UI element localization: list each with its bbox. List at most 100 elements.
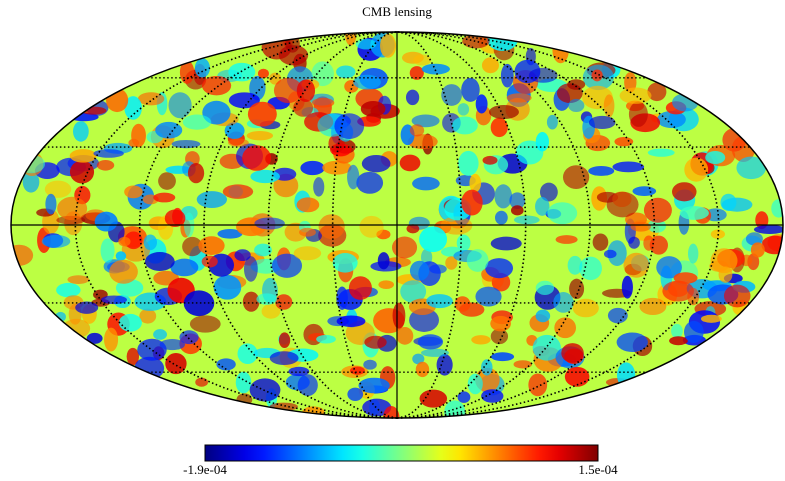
texture-blob [546, 114, 558, 130]
texture-blob [22, 171, 40, 193]
texture-blob [194, 58, 210, 78]
texture-blob [222, 184, 254, 199]
texture-blob [750, 242, 765, 258]
texture-blob [242, 291, 260, 312]
texture-blob [568, 98, 585, 113]
texture-blob [201, 255, 218, 268]
texture-blob [510, 205, 524, 216]
texture-blob [189, 315, 221, 333]
texture-blob [495, 210, 508, 225]
texture-blob [278, 332, 291, 349]
texture-blob [591, 69, 603, 82]
texture-blob [687, 243, 699, 264]
texture-blob [720, 193, 737, 211]
texture-blob [603, 94, 615, 118]
texture-blob [471, 335, 491, 345]
texture-blob [409, 124, 425, 137]
texture-blob [399, 154, 421, 172]
texture-blob [316, 334, 336, 344]
texture-blob [57, 196, 88, 221]
texture-blob [535, 197, 550, 216]
texture-blob [456, 234, 471, 252]
texture-blob [454, 296, 471, 312]
texture-blob [364, 335, 387, 349]
texture-blob [293, 98, 314, 117]
texture-blob [273, 77, 303, 104]
texture-blob [679, 206, 709, 220]
texture-blob [235, 371, 252, 394]
texture-blob [411, 114, 440, 128]
texture-blob [153, 192, 176, 203]
graticule [11, 31, 783, 419]
texture-blob [753, 224, 783, 234]
texture-blob [475, 94, 488, 114]
texture-blob [643, 197, 672, 223]
texture-blob [144, 251, 175, 271]
texture-blob [412, 353, 425, 365]
texture-blob [452, 116, 478, 135]
texture-blob [242, 145, 272, 171]
texture-blob [355, 38, 377, 50]
texture-blob [603, 249, 617, 259]
texture-blob [628, 101, 648, 127]
texture-blob [285, 34, 300, 53]
texture-blob [736, 156, 767, 180]
texture-blob [100, 295, 128, 305]
texture-blob [170, 258, 199, 277]
texture-blob [201, 75, 232, 96]
colorbar [204, 444, 599, 462]
texture-blob [318, 214, 345, 240]
texture-blob [481, 389, 504, 403]
texture-blob [684, 320, 704, 343]
texture-blob [458, 150, 479, 176]
texture-blob [139, 308, 157, 324]
texture-blob [421, 63, 450, 75]
texture-blob [467, 373, 483, 395]
texture-blob [612, 161, 645, 173]
texture-blob [481, 57, 499, 74]
texture-blob [445, 256, 458, 270]
texture-blob [564, 366, 590, 387]
texture-blob [539, 182, 558, 202]
texture-blob [409, 260, 430, 281]
texture-blob [513, 215, 540, 225]
texture-blob [67, 275, 90, 284]
texture-blob [347, 387, 364, 401]
texture-blob [126, 347, 140, 366]
texture-blob [469, 173, 482, 193]
texture-blob [93, 149, 124, 158]
texture-blob [300, 160, 325, 176]
texture-blob [115, 251, 127, 261]
texture-blob [718, 266, 733, 283]
texture-blob [488, 105, 519, 120]
texture-blob [118, 313, 142, 332]
texture-blob [745, 232, 763, 246]
texture-blob [153, 329, 167, 340]
colorbar-tick-label: -1.9e-04 [183, 462, 227, 477]
texture-blob [216, 358, 236, 371]
texture-blob [457, 391, 471, 403]
texture-blob [256, 293, 278, 305]
texture-blob [535, 131, 550, 152]
texture-blob [461, 77, 480, 102]
texture-blob [415, 361, 430, 378]
texture-blob [632, 186, 657, 197]
texture-blob [562, 165, 590, 190]
texture-blob [513, 360, 532, 369]
texture-blob [547, 202, 578, 225]
texture-blob [588, 166, 615, 176]
texture-blob [359, 215, 384, 238]
texture-blob [348, 276, 372, 300]
texture-blob [506, 93, 532, 103]
texture-blob [490, 352, 515, 362]
texture-blob [392, 236, 418, 259]
texture-blob [396, 326, 414, 345]
texture-blob [569, 278, 585, 300]
texture-blob [104, 327, 119, 352]
texture-blob [378, 280, 395, 290]
map-title: CMB lensing [362, 4, 432, 19]
texture-blob [606, 191, 639, 218]
texture-blob [94, 211, 118, 232]
texture-blob [349, 366, 365, 375]
